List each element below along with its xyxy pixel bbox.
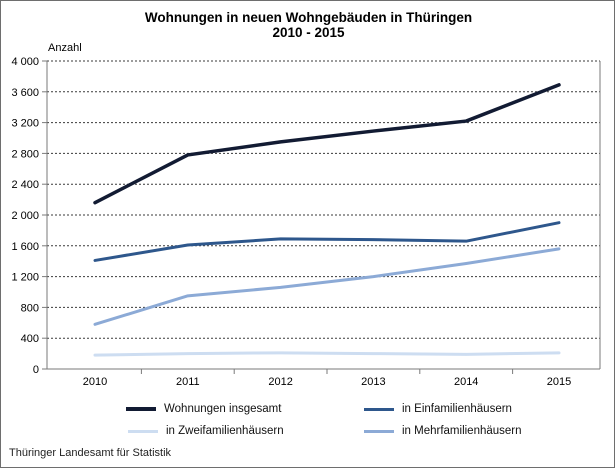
series-line-wohnungen-insgesamt <box>93 83 561 205</box>
legend-swatch-insgesamt <box>126 407 156 411</box>
legend-label-insgesamt: Wohnungen insgesamt <box>164 403 282 415</box>
y-tick-label: 800 <box>21 302 39 314</box>
legend-swatch-mehrfamilienhaeuser <box>364 429 394 433</box>
legend-label-mehrfamilienhaeuser: in Mehrfamilienhäusern <box>402 425 522 437</box>
y-tick-label: 1 600 <box>11 241 39 253</box>
y-tick-label: 3 600 <box>11 87 39 99</box>
legend-item-insgesamt: Wohnungen insgesamt <box>126 401 281 417</box>
x-tick-label: 2015 <box>547 376 571 388</box>
legend-item-mehrfamilienhaeuser: in Mehrfamilienhäusern <box>364 423 522 439</box>
series-line-in-zweifamilienh-usern <box>93 351 561 357</box>
source-attribution: Thüringer Landesamt für Statistik <box>9 447 172 459</box>
legend-label-einfamilienhaeuser: in Einfamilienhäusern <box>402 403 512 415</box>
y-tick-label: 2 000 <box>11 210 39 222</box>
series-line-in-einfamilienh-usern <box>93 221 561 262</box>
chart-title-line2: 2010 - 2015 <box>272 25 345 40</box>
chart-title-line1: Wohnungen in neuen Wohngebäuden in Thüri… <box>144 10 473 25</box>
line-chart: 0 400 800 1 200 1 600 2 000 2 400 2 800 3 200 3 6… <box>11 56 601 388</box>
y-tick-label: 4 000 <box>11 56 39 68</box>
legend-swatch-einfamilienhaeuser <box>364 407 394 411</box>
y-tick-label: 1 200 <box>11 272 39 284</box>
y-tick-label: 0 <box>33 364 39 376</box>
x-tick-label: 2013 <box>361 376 385 388</box>
x-tick-label: 2011 <box>176 376 200 388</box>
series-line-in-mehrfamilienh-usern <box>93 247 561 326</box>
x-tick-label: 2012 <box>268 376 292 388</box>
y-tick-label: 400 <box>21 333 39 345</box>
chart-title: Wohnungen in neuen Wohngebäuden in Thüri… <box>1 10 614 40</box>
legend-item-zweifamilienhaeuser: in Zweifamilienhäusern <box>128 423 284 439</box>
y-tick-label: 2 400 <box>11 179 39 191</box>
x-tick-label: 2014 <box>454 376 478 388</box>
y-tick-label: 2 800 <box>11 148 39 160</box>
x-tick-label: 2010 <box>83 376 107 388</box>
legend-label-zweifamilienhaeuser: in Zweifamilienhäusern <box>166 425 284 437</box>
legend-item-einfamilienhaeuser: in Einfamilienhäusern <box>364 401 512 417</box>
legend-swatch-zweifamilienhaeuser <box>128 429 158 433</box>
y-axis-unit-label: Anzahl <box>48 42 82 54</box>
y-tick-label: 3 200 <box>11 118 39 130</box>
